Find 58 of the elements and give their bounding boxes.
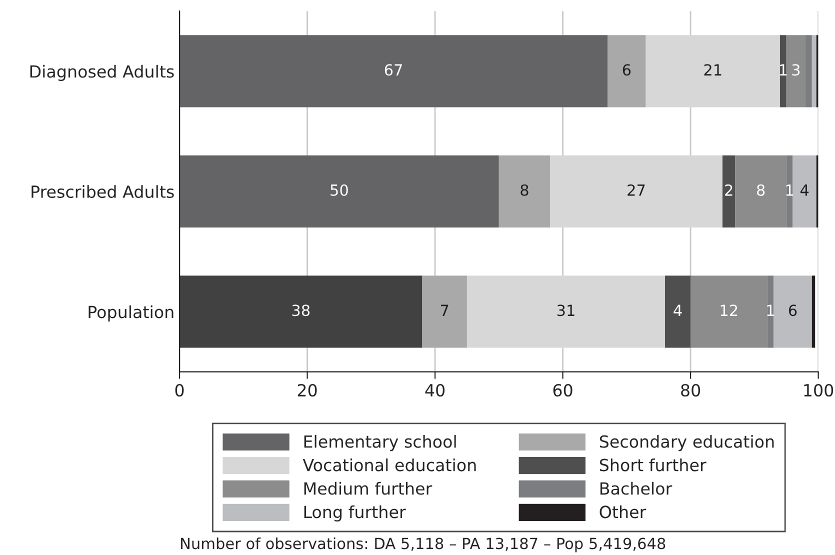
y-tick-label: Diagnosed Adults <box>30 64 174 82</box>
bar <box>550 155 722 228</box>
data-label: 6 <box>622 64 631 76</box>
bar <box>812 35 816 108</box>
y-tick-label: Prescribed Adults <box>32 185 174 198</box>
bar <box>646 35 780 108</box>
x-tick-label: 100 <box>804 384 834 397</box>
data-label: 3 <box>792 64 800 76</box>
bar <box>780 35 786 108</box>
legend-label: Secondary education <box>600 434 774 452</box>
bar <box>608 35 646 108</box>
data-label: 1 <box>786 184 794 196</box>
bar <box>786 35 806 108</box>
data-label: 8 <box>756 184 765 196</box>
data-label: 27 <box>628 184 645 196</box>
bar <box>792 155 816 228</box>
data-label: 2 <box>725 184 732 196</box>
legend-label: Vocational education <box>302 458 476 472</box>
data-label: 7 <box>441 304 448 316</box>
legend-label: Short further <box>600 458 706 472</box>
legend-label: Other <box>600 505 646 518</box>
x-tick-label: 0 <box>175 384 184 397</box>
x-tick-label: 60 <box>553 384 572 397</box>
bar <box>498 155 550 228</box>
bar <box>722 155 736 228</box>
text: Number of observations: DA 5,118 – PA 13,187 – Pop 5,419,648 <box>181 537 666 552</box>
bar <box>812 276 816 348</box>
data-label: 4 <box>674 304 682 316</box>
data-label: 38 <box>292 304 310 316</box>
data-label: 6 <box>788 304 797 316</box>
bar <box>422 276 467 348</box>
bar <box>664 276 691 348</box>
x-tick-label: 80 <box>681 384 700 397</box>
legend-label: Elementary school <box>304 434 456 452</box>
bar <box>767 276 774 348</box>
legend-label: Medium further <box>304 482 432 495</box>
data-label: 1 <box>780 64 787 76</box>
data-label: 21 <box>704 64 722 76</box>
x-tick-label: 20 <box>298 384 317 397</box>
data-label: 8 <box>520 184 528 196</box>
legend-label: Long further <box>304 505 406 522</box>
bar <box>180 35 608 108</box>
data-label: 12 <box>720 304 738 316</box>
data-label: 50 <box>330 184 348 196</box>
bar <box>806 35 812 108</box>
bar <box>735 155 786 228</box>
legend-label: Bachelor <box>600 482 672 495</box>
bar <box>466 276 665 348</box>
data-label: 4 <box>800 184 809 196</box>
bar <box>774 276 812 348</box>
data-label: 31 <box>557 304 574 316</box>
bar <box>180 276 422 348</box>
x-tick-label: 40 <box>425 384 445 397</box>
data-label: 67 <box>384 64 402 76</box>
bar <box>180 155 499 228</box>
data-label: 1 <box>767 304 774 316</box>
y-tick-label: Population <box>88 305 174 322</box>
bar <box>690 276 768 348</box>
